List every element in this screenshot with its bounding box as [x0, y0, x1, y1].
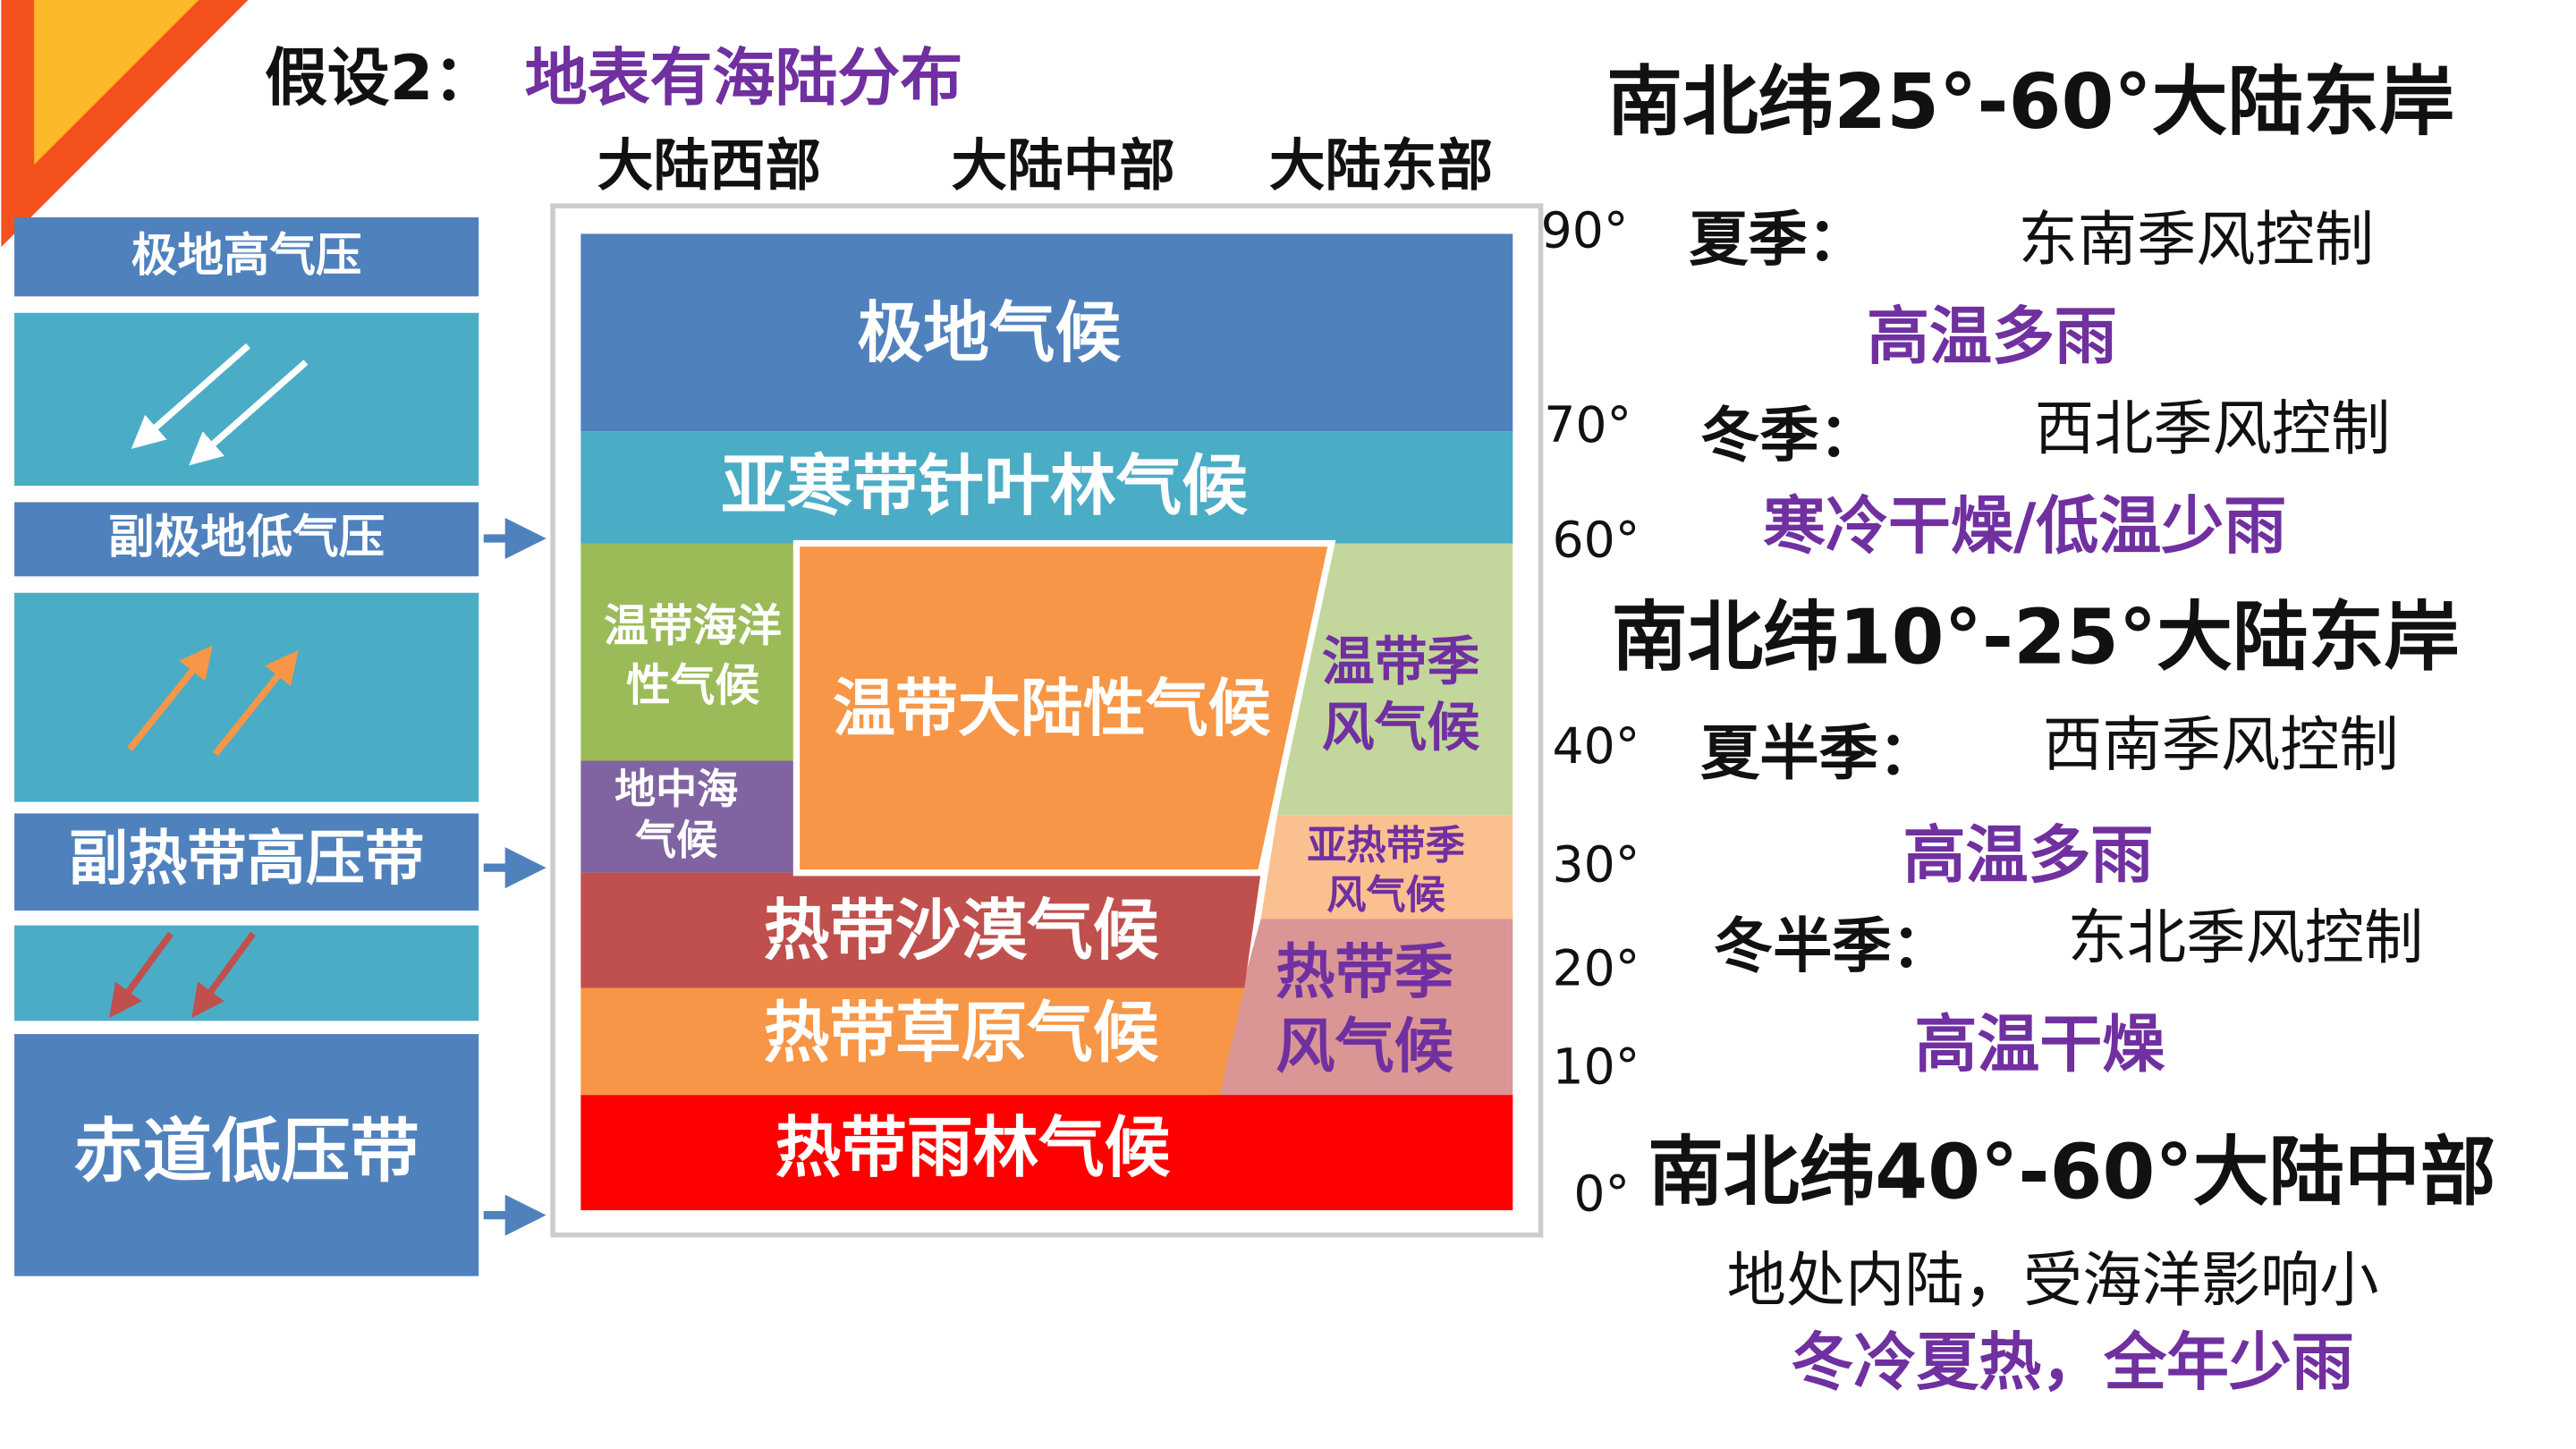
zone — [1260, 815, 1513, 919]
climate-label: 地中海 — [614, 765, 738, 813]
season: 夏季： — [1689, 205, 1867, 275]
climate-label: 温带大陆性气候 — [833, 673, 1271, 745]
wind-arrow — [212, 649, 299, 757]
region-heading: 南北纬40°-60°大陆中部 — [1648, 1128, 2496, 1216]
climate-label: 热带雨林气候 — [775, 1111, 1171, 1187]
weather: 高温多雨 — [1867, 301, 2117, 373]
description: 地处内陆，受海洋影响小 — [1727, 1245, 2379, 1315]
wind: 东北季风控制 — [2068, 902, 2424, 972]
latitude-label: 30° — [1552, 836, 1640, 894]
climate-label: 亚寒带针叶林气候 — [721, 449, 1248, 525]
continent-diagram: 极地气候 亚寒带针叶林气候 温带海洋 性气候 地中海 气候 温带大陆性气候 温带… — [550, 203, 1544, 1238]
zone — [1211, 919, 1513, 1100]
pressure-label: 赤道低压带 — [73, 1111, 419, 1191]
latitude-label: 90° — [1541, 203, 1629, 260]
climate-label: 风气候 — [1322, 696, 1480, 758]
region-heading: 南北纬25°-60°大陆东岸 — [1606, 57, 2454, 146]
season: 夏半季： — [1700, 718, 1937, 788]
zone — [580, 987, 1245, 1096]
climate-label: 气候 — [635, 816, 718, 864]
column-header: 大陆西部 — [597, 133, 821, 199]
climate-label: 亚热带季 — [1307, 823, 1465, 869]
pressure-belt — [14, 813, 479, 911]
latitude-label: 40° — [1552, 718, 1640, 775]
pressure-label: 极地高气压 — [131, 229, 362, 283]
climate-label: 性气候 — [626, 659, 759, 711]
season: 冬季： — [1700, 401, 1878, 470]
climate-label: 风气候 — [1275, 1012, 1454, 1081]
climate-label: 温带海洋 — [604, 600, 782, 652]
pressure-belt — [14, 1034, 479, 1276]
weather: 寒冷干燥/低温少雨 — [1763, 490, 2286, 563]
climate-label: 极地气候 — [858, 295, 1122, 371]
latitude-label: 20° — [1552, 940, 1640, 997]
pressure-label: 副极地低气压 — [108, 511, 385, 564]
season: 冬半季： — [1714, 911, 1951, 980]
climate-label: 温带季 — [1322, 631, 1480, 692]
climate-label: 热带季 — [1275, 937, 1453, 1007]
zone — [580, 543, 797, 761]
latitude-label: 60° — [1552, 513, 1640, 570]
region-heading: 南北纬10°-25°大陆东岸 — [1612, 592, 2460, 681]
pressure-belt — [14, 217, 479, 297]
wind: 西北季风控制 — [2035, 394, 2391, 463]
zone — [792, 539, 1336, 877]
weather: 高温干燥 — [1914, 1009, 2165, 1081]
climate-label: 热带沙漠气候 — [764, 894, 1159, 970]
zone — [580, 233, 1513, 432]
column-header: 大陆东部 — [1269, 133, 1493, 199]
title-prefix: 假设2： — [265, 42, 496, 114]
wind-zone — [14, 592, 479, 802]
wind-arrow — [127, 645, 213, 751]
zone — [580, 760, 797, 873]
column-header: 大陆中部 — [952, 133, 1175, 199]
zone — [580, 431, 1513, 544]
title-topic: 地表有海陆分布 — [525, 42, 963, 114]
wind-arrow — [131, 343, 250, 449]
pressure-label: 副热带高压带 — [69, 824, 425, 894]
wind: 东南季风控制 — [2018, 205, 2374, 275]
wind: 西南季风控制 — [2043, 710, 2399, 780]
climate-label: 风气候 — [1326, 872, 1445, 918]
zone — [1277, 543, 1513, 816]
wind-arrow — [191, 931, 256, 1019]
wind-zone — [14, 312, 479, 487]
weather: 高温多雨 — [1903, 819, 2154, 892]
wind-arrow — [189, 360, 309, 466]
climate-label: 热带草原气候 — [764, 996, 1159, 1072]
zone — [580, 1095, 1513, 1211]
pressure-belt — [14, 502, 479, 577]
latitude-label: 10° — [1552, 1039, 1640, 1097]
zone — [580, 872, 1261, 988]
corner-decoration — [34, 0, 199, 165]
weather: 冬冷夏热，全年少雨 — [1791, 1326, 2353, 1399]
pressure-column: 极地高气压 副极地低气压 副热带高压带 赤道低压带 — [14, 217, 547, 1276]
latitude-label: 70° — [1544, 397, 1631, 454]
latitude-label: 0° — [1573, 1165, 1630, 1223]
wind-arrow — [109, 931, 174, 1019]
